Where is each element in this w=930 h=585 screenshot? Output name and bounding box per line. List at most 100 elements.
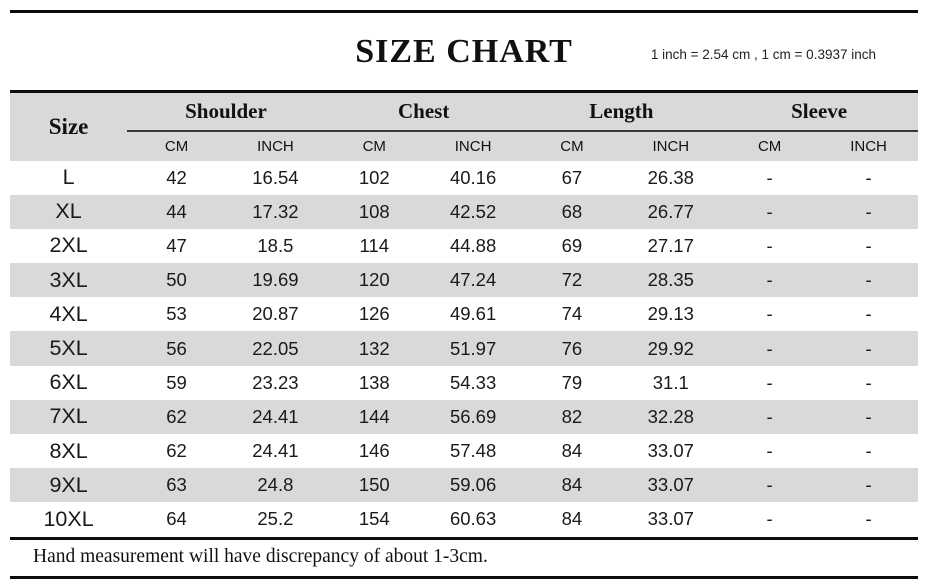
measurement-cell: 42 bbox=[166, 166, 187, 188]
measurement-cell: 56 bbox=[166, 337, 187, 359]
measurement-cell: 84 bbox=[561, 440, 583, 462]
measurement-cell: 68 bbox=[561, 200, 583, 222]
size-label: 2XL bbox=[49, 233, 88, 258]
measurement-cell: 62 bbox=[166, 405, 187, 427]
measurement-cell: 18.5 bbox=[257, 234, 294, 256]
measurement-cell: 29.92 bbox=[647, 337, 694, 359]
sleeve-inch-header: INCH bbox=[819, 130, 918, 161]
measurement-cell: - bbox=[865, 269, 872, 291]
table-row: 9XL 63 24.8 150 59.06 84 33.07 - - bbox=[10, 468, 918, 503]
measurement-cell: 25.2 bbox=[257, 508, 294, 530]
measurement-cell: 108 bbox=[358, 200, 390, 222]
size-label: L bbox=[62, 165, 75, 190]
measurement-cell: 84 bbox=[561, 474, 583, 496]
measurement-cell: 42.52 bbox=[449, 200, 497, 222]
measurement-cell: - bbox=[766, 508, 773, 530]
measurement-cell: 33.07 bbox=[647, 474, 694, 496]
measurement-cell: - bbox=[865, 166, 872, 188]
measurement-cell: 51.97 bbox=[449, 337, 497, 359]
measurement-cell: 44 bbox=[166, 200, 187, 222]
size-chart-table: Size Shoulder Chest Length Sleeve CM INC… bbox=[10, 90, 918, 537]
chest-inch-header: INCH bbox=[423, 130, 523, 161]
measurement-cell: 23.23 bbox=[252, 371, 299, 393]
size-label: 8XL bbox=[49, 438, 88, 463]
measurement-cell: - bbox=[865, 371, 872, 393]
unit-header-row: CM INCH CM INCH CM INCH CM INCH bbox=[10, 130, 918, 161]
size-label: 4XL bbox=[49, 301, 88, 326]
unit-conversion-note: 1 inch = 2.54 cm , 1 cm = 0.3937 inch bbox=[650, 47, 876, 62]
measurement-cell: - bbox=[865, 303, 872, 325]
top-divider bbox=[10, 10, 918, 13]
measurement-cell: 24.8 bbox=[257, 474, 294, 496]
measurement-cell: 26.77 bbox=[647, 200, 694, 222]
table-row: L 42 16.54 102 40.16 67 26.38 - - bbox=[10, 161, 918, 195]
size-label: 5XL bbox=[49, 336, 88, 361]
chest-group-header: Chest bbox=[324, 91, 523, 132]
table-row: 2XL 47 18.5 114 44.88 69 27.17 - - bbox=[10, 229, 918, 263]
measurement-cell: - bbox=[766, 234, 773, 256]
measurement-cell: 67 bbox=[561, 166, 583, 188]
measurement-cell: 79 bbox=[561, 371, 583, 393]
table-row: 8XL 62 24.41 146 57.48 84 33.07 - - bbox=[10, 434, 918, 468]
measurement-cell: 16.54 bbox=[252, 166, 299, 188]
measurement-cell: 69 bbox=[561, 234, 583, 256]
measurement-cell: 28.35 bbox=[647, 269, 694, 291]
measurement-cell: 132 bbox=[358, 337, 390, 359]
length-cm-header: CM bbox=[522, 130, 622, 161]
measurement-cell: 47.24 bbox=[449, 269, 497, 291]
page-title: SIZE CHART bbox=[355, 32, 573, 70]
measurement-cell: 82 bbox=[561, 405, 583, 427]
table-header: Size Shoulder Chest Length Sleeve CM INC… bbox=[10, 91, 918, 161]
measurement-cell: - bbox=[766, 440, 773, 462]
measurement-cell: 54.33 bbox=[449, 371, 497, 393]
measurement-cell: - bbox=[766, 405, 773, 427]
measurement-cell: - bbox=[766, 166, 773, 188]
measurement-cell: 62 bbox=[166, 440, 187, 462]
measurement-cell: 74 bbox=[561, 303, 583, 325]
length-group-header: Length bbox=[522, 91, 721, 132]
measurement-cell: 49.61 bbox=[449, 303, 497, 325]
table-row: 5XL 56 22.05 132 51.97 76 29.92 - - bbox=[10, 331, 918, 366]
measurement-cell: 56.69 bbox=[449, 405, 497, 427]
measurement-cell: 20.87 bbox=[252, 303, 299, 325]
measurement-cell: 126 bbox=[358, 303, 390, 325]
measurement-cell: 138 bbox=[358, 371, 390, 393]
measurement-cell: 47 bbox=[166, 234, 187, 256]
measurement-cell: 146 bbox=[358, 440, 390, 462]
shoulder-inch-header: INCH bbox=[225, 130, 325, 161]
measurement-cell: 24.41 bbox=[252, 440, 299, 462]
measurement-cell: 59 bbox=[166, 371, 187, 393]
measurement-cell: 19.69 bbox=[252, 269, 299, 291]
table-row: 6XL 59 23.23 138 54.33 79 31.1 - - bbox=[10, 366, 918, 400]
sleeve-cm-header: CM bbox=[720, 130, 820, 161]
measurement-cell: - bbox=[865, 474, 872, 496]
measurement-cell: 22.05 bbox=[252, 337, 299, 359]
table-row: XL 44 17.32 108 42.52 68 26.77 - - bbox=[10, 194, 918, 229]
table-row: 10XL 64 25.2 154 60.63 84 33.07 - - bbox=[10, 502, 918, 536]
table-row: 7XL 62 24.41 144 56.69 82 32.28 - - bbox=[10, 399, 918, 434]
measurement-cell: 102 bbox=[358, 166, 390, 188]
measurement-cell: 29.13 bbox=[647, 303, 694, 325]
size-label: 3XL bbox=[49, 267, 88, 292]
measurement-cell: - bbox=[766, 303, 773, 325]
measurement-cell: 72 bbox=[561, 269, 583, 291]
measurement-cell: 144 bbox=[358, 405, 390, 427]
measurement-cell: 57.48 bbox=[449, 440, 497, 462]
measurement-cell: 53 bbox=[166, 303, 187, 325]
shoulder-group-header: Shoulder bbox=[127, 91, 325, 132]
measurement-cell: 31.1 bbox=[652, 371, 689, 393]
measurement-cell: 33.07 bbox=[647, 440, 694, 462]
measurement-cell: 76 bbox=[561, 337, 583, 359]
measurement-cell: - bbox=[766, 371, 773, 393]
measurement-cell: - bbox=[865, 508, 872, 530]
measurement-cell: 59.06 bbox=[449, 474, 497, 496]
measurement-cell: - bbox=[766, 269, 773, 291]
measurement-cell: - bbox=[766, 337, 773, 359]
measurement-cell: - bbox=[865, 234, 872, 256]
measurement-cell: 17.32 bbox=[252, 200, 299, 222]
measurement-cell: 154 bbox=[358, 508, 390, 530]
chest-cm-header: CM bbox=[324, 130, 424, 161]
measurement-cell: 114 bbox=[359, 234, 390, 256]
measurement-cell: 27.17 bbox=[647, 234, 694, 256]
measurement-cell: - bbox=[766, 474, 773, 496]
